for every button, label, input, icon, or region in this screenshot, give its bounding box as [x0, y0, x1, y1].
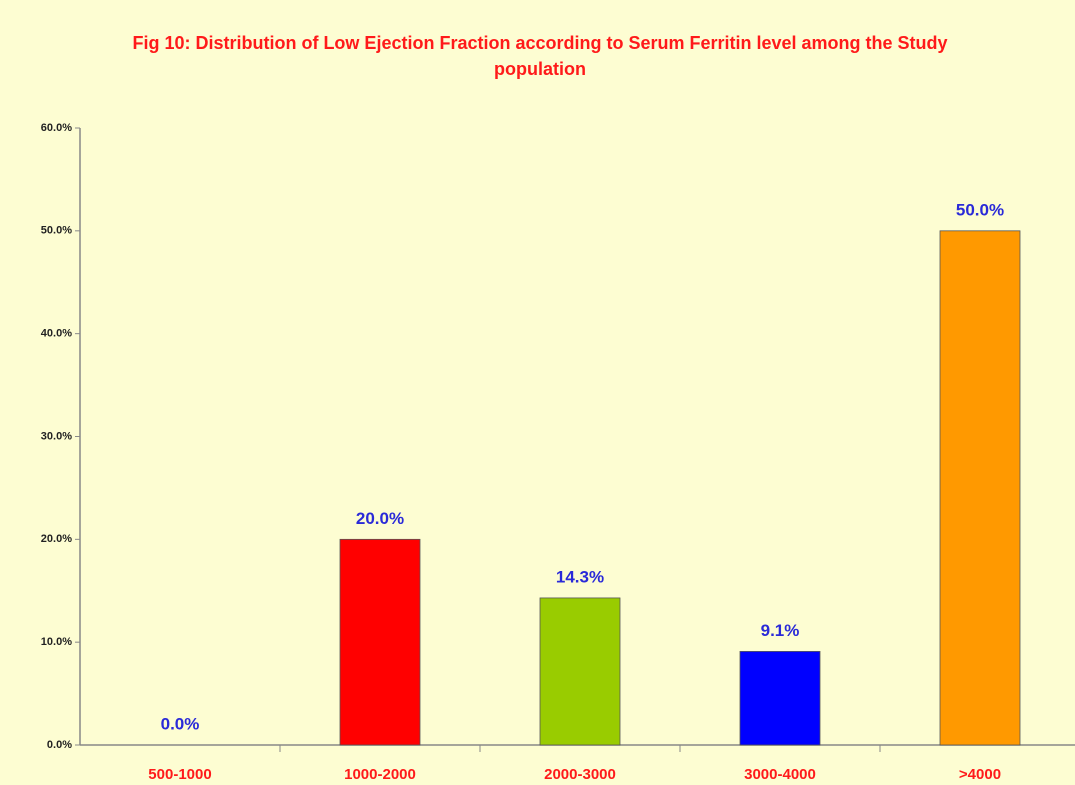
y-tick-label: 0.0% [47, 739, 72, 751]
bar [939, 230, 1021, 746]
y-tick-label: 20.0% [41, 533, 72, 545]
x-tick-label: 2000-3000 [544, 766, 616, 783]
bar [339, 538, 421, 746]
value-label: 14.3% [556, 567, 604, 586]
y-tick-label: 60.0% [41, 122, 72, 134]
value-label: 50.0% [956, 200, 1004, 219]
y-tick-label: 50.0% [41, 225, 72, 237]
value-label: 0.0% [161, 714, 200, 733]
x-tick-label: 3000-4000 [744, 766, 816, 783]
y-tick-label: 30.0% [41, 430, 72, 442]
x-tick-label: 500-1000 [148, 766, 211, 783]
x-tick-label: >4000 [959, 766, 1001, 783]
x-tick-label: 1000-2000 [344, 766, 416, 783]
y-tick-label: 40.0% [41, 328, 72, 340]
bar [539, 597, 621, 746]
value-label: 20.0% [356, 509, 404, 528]
value-label: 9.1% [761, 621, 800, 640]
y-tick-label: 10.0% [41, 636, 72, 648]
bar [739, 651, 821, 746]
chart-title: Fig 10: Distribution of Low Ejection Fra… [132, 33, 948, 79]
